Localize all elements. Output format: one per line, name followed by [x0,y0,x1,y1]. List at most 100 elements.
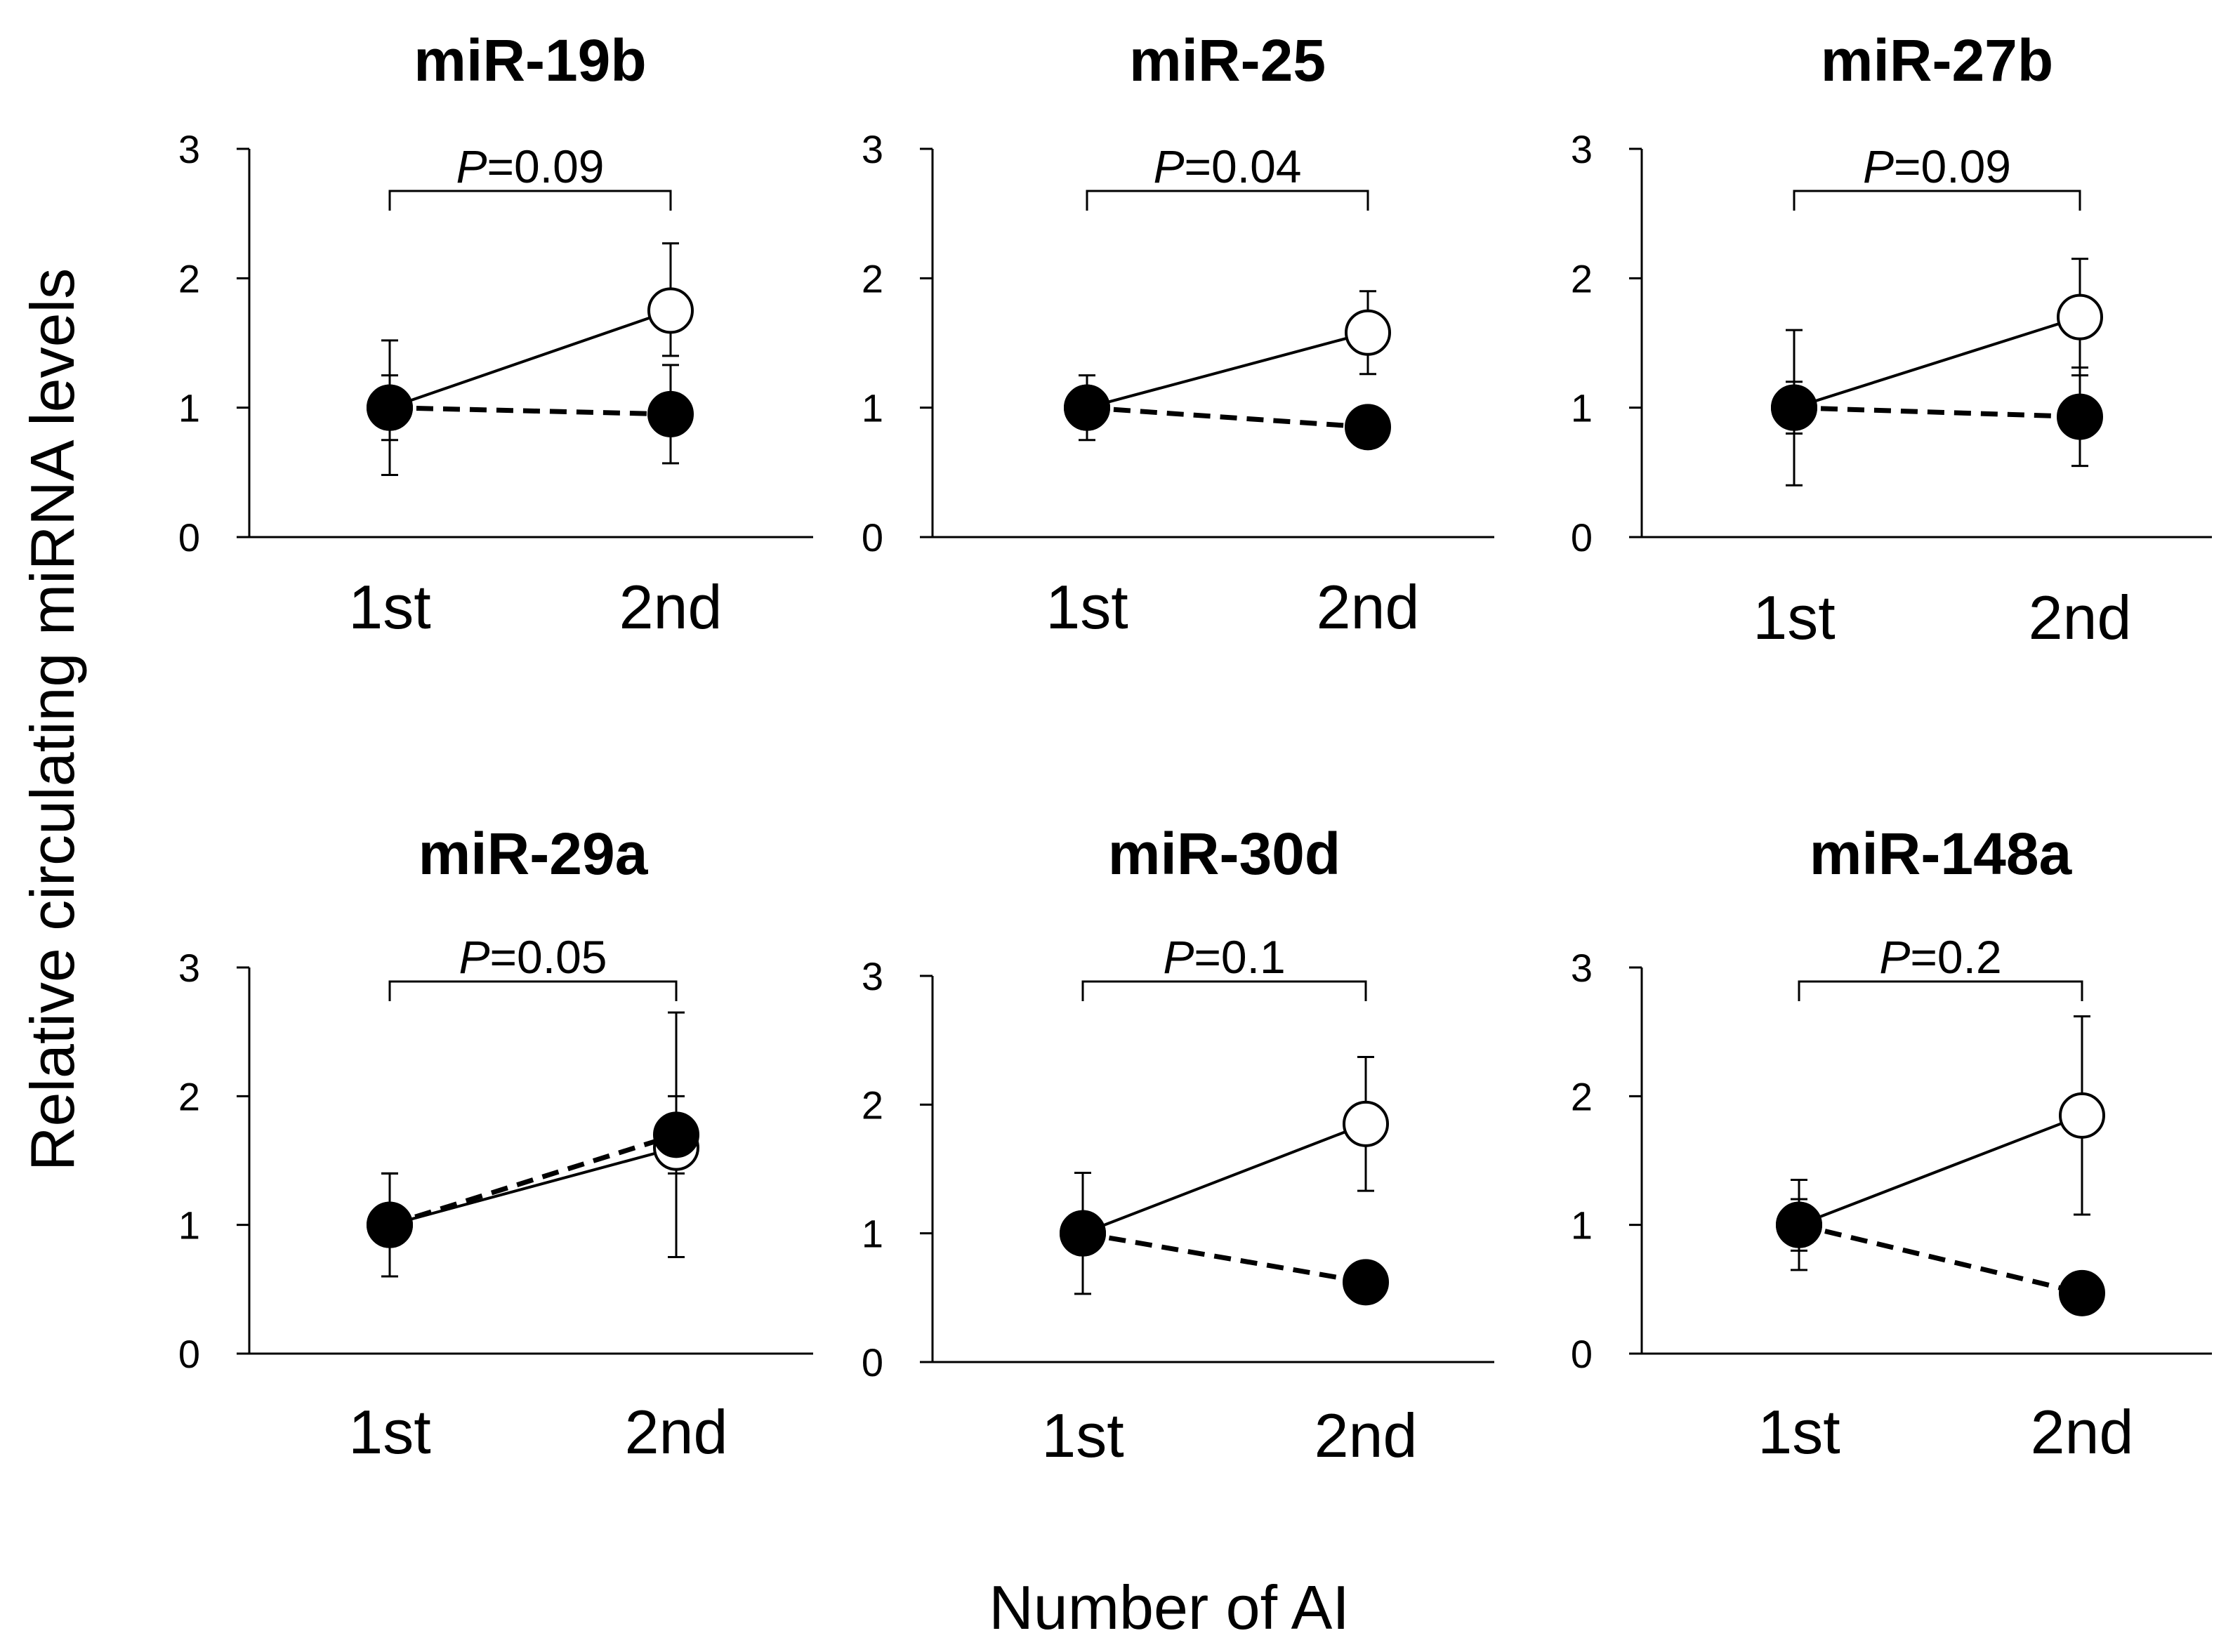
p-value: =0.05 [490,931,607,983]
x-tick-label: 1st [1041,1401,1124,1470]
y-tick-label: 0 [178,515,200,560]
data-point-filled [367,1201,413,1248]
data-point-open [1345,309,1391,356]
data-point-filled [1343,1259,1389,1306]
y-tick-label: 2 [862,1083,883,1127]
y-tick-label: 3 [178,127,200,171]
p-value-label: P=0.04 [1153,140,1301,192]
panel-title: miR-19b [414,27,646,93]
p-value-label: P=0.2 [1879,931,2001,983]
p-symbol: P [1879,931,1910,983]
x-tick-label: 2nd [625,1397,728,1467]
y-tick-label: 2 [178,256,200,300]
p-symbol: P [1863,140,1894,192]
significance-bracket [388,980,678,1001]
p-value-label: P=0.09 [1863,140,2011,192]
panel-mir-25: miR-25 0 1 2 3 1st 2nd P=0.04 [862,27,1494,642]
data-point-filled [2057,393,2103,440]
panel-mir-19b: miR-19b 0 1 2 3 1st 2nd P=0.09 [178,27,813,642]
p-value-label: P=0.05 [459,931,607,983]
panel-title: miR-29a [419,821,649,887]
x-tick-label: 1st [1046,572,1128,642]
p-value: =0.09 [487,140,605,192]
data-point-filled [367,384,413,431]
y-tick-label: 2 [1571,256,1593,300]
data-point-open [2057,293,2103,341]
series-line-filled [1793,405,2081,420]
data-point-open [2059,1092,2105,1139]
y-tick-label: 1 [1571,1203,1593,1248]
series-line-filled [388,1132,678,1228]
y-tick-label: 1 [862,386,883,430]
x-tick-label: 2nd [1315,1401,1418,1470]
y-tick-label: 0 [862,515,883,560]
significance-bracket [1793,190,2081,211]
x-tick-label: 2nd [2031,1397,2134,1467]
significance-bracket [1798,980,2083,1001]
p-value: =0.2 [1910,931,2001,983]
panel-title: miR-27b [1821,27,2053,93]
y-tick-label: 2 [1571,1074,1593,1118]
p-symbol: P [1163,931,1194,983]
p-value-label: P=0.1 [1163,931,1285,983]
data-point-filled [1345,404,1391,451]
panel-title: miR-148a [1810,821,2073,887]
p-value-label: P=0.09 [456,140,604,192]
panel-title: miR-25 [1129,27,1326,93]
data-point-filled [1776,1201,1822,1248]
panel-mir-30d: miR-30d 0 1 2 3 1st 2nd P=0.1 [862,821,1494,1470]
significance-bracket [1081,980,1367,1001]
series-line-open [1793,315,2081,409]
panel-mir-148a: miR-148a 0 1 2 3 1st 2nd P=0.2 [1571,821,2212,1467]
p-value: =0.1 [1194,931,1285,983]
x-axis-label: Number of AI [989,1573,1350,1642]
data-point-open [647,287,694,334]
data-point-open [1343,1100,1389,1147]
x-tick-label: 1st [1753,583,1835,652]
y-tick-label: 3 [178,946,200,990]
p-symbol: P [459,931,489,983]
series-line-filled [1086,405,1369,430]
y-axis-label: Relative circulating miRNA levels [18,268,87,1171]
y-tick-label: 2 [178,1074,200,1118]
y-tick-label: 3 [862,954,883,998]
panel-mir-27b: miR-27b 0 1 2 3 1st 2nd P=0.09 [1571,27,2212,652]
y-tick-label: 3 [1571,946,1593,990]
data-point-filled [2059,1269,2105,1316]
panel-title: miR-30d [1108,821,1340,887]
series-line-open [1086,331,1369,409]
series-line-filled [1798,1222,2083,1296]
y-tick-label: 0 [178,1332,200,1376]
y-tick-label: 2 [862,256,883,300]
y-tick-label: 1 [1571,386,1593,430]
data-point-filled [1064,384,1110,431]
data-point-filled [647,390,694,437]
x-tick-label: 2nd [2029,583,2132,652]
significance-bracket [1086,190,1369,211]
x-tick-label: 2nd [1317,572,1420,642]
y-tick-label: 1 [178,1203,200,1248]
series-line-filled [1082,1231,1366,1285]
y-tick-label: 0 [1571,515,1593,560]
p-symbol: P [456,140,487,192]
y-tick-label: 1 [862,1212,883,1256]
x-tick-label: 2nd [619,572,723,642]
significance-bracket [388,190,672,211]
y-tick-label: 1 [178,386,200,430]
y-tick-label: 3 [862,127,883,171]
series-line-open [1082,1122,1366,1235]
x-tick-label: 1st [348,572,430,642]
series-line-open [1798,1114,2083,1227]
x-tick-label: 1st [348,1397,430,1467]
y-tick-label: 0 [1571,1332,1593,1376]
p-symbol: P [1153,140,1184,192]
data-point-filled [1060,1210,1106,1257]
data-point-filled [653,1111,699,1158]
data-point-filled [1771,384,1817,431]
p-value: =0.04 [1185,140,1302,192]
series-line-open [389,1146,677,1227]
x-tick-label: 1st [1758,1397,1840,1467]
series-line-open [389,309,671,409]
